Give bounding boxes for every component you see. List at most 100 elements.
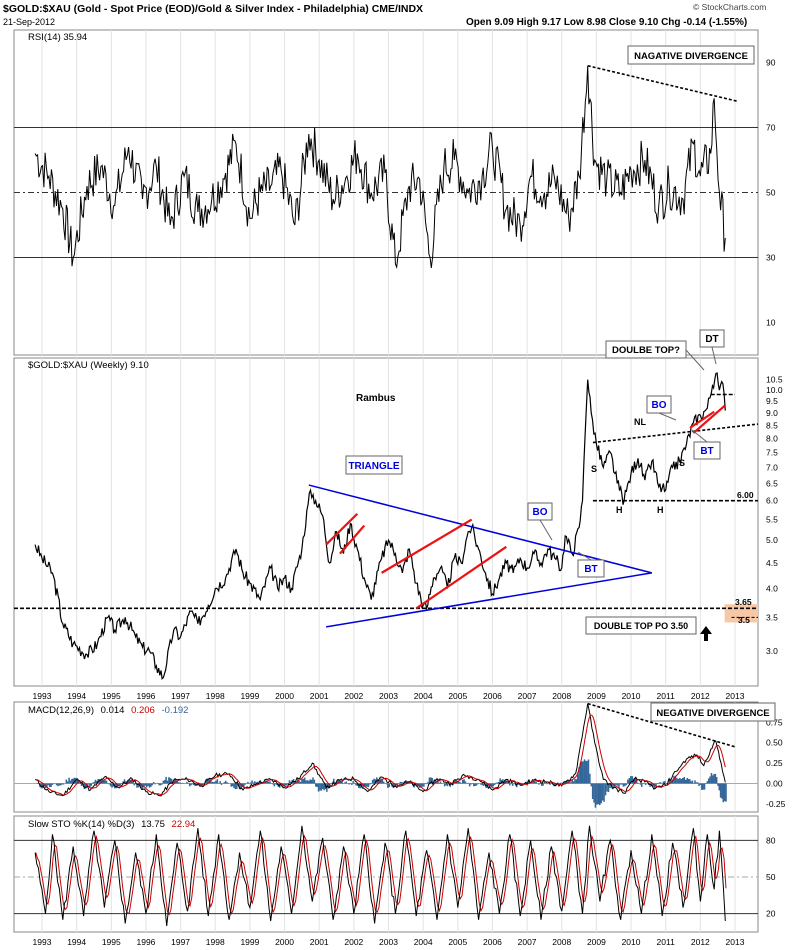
- sto-legend-k: 13.75: [141, 819, 165, 830]
- rsi-divergence-line: [587, 64, 739, 103]
- macd-histogram-bar: [359, 783, 361, 789]
- price-y-tick: 8.5: [766, 420, 778, 430]
- macd-histogram-bar: [625, 783, 628, 786]
- grid-layer: [41, 30, 736, 932]
- h1-label: H: [616, 505, 623, 515]
- sto-k-line: [34, 825, 726, 926]
- macd-histogram-bar: [154, 783, 156, 785]
- macd-histogram-bar: [510, 782, 512, 784]
- bo2-callout: BO: [646, 395, 672, 414]
- macd-histogram-bar: [127, 779, 130, 784]
- macd-histogram-bar: [143, 783, 145, 787]
- macd-histogram-bar: [341, 781, 343, 784]
- macd-histogram-bar: [90, 783, 93, 786]
- macd-divergence-callout: NEGATIVE DIVERGENCE: [650, 702, 776, 722]
- macd-histogram-bar: [212, 782, 214, 784]
- macd-histogram-bar: [224, 780, 227, 784]
- macd-histogram-bar: [609, 783, 611, 789]
- macd-histogram-bar: [377, 778, 379, 784]
- macd-histogram-bar: [353, 782, 356, 784]
- macd-histogram-bar: [679, 777, 681, 784]
- x-tick-label-bottom: 2006: [483, 937, 502, 947]
- macd-histogram-bar: [653, 783, 656, 789]
- macd-histogram-bar: [240, 783, 242, 790]
- macd-histogram-bar: [546, 783, 549, 785]
- callout-pointer: [577, 551, 592, 561]
- macd-histogram-bar: [352, 781, 354, 784]
- macd-histogram-bar: [402, 782, 404, 784]
- macd-histogram-bar: [612, 783, 614, 790]
- macd-histogram-bar: [582, 761, 584, 784]
- macd-histogram-bar: [47, 783, 50, 786]
- macd-histogram-bar: [244, 783, 246, 785]
- macd-histogram-bar: [539, 783, 542, 785]
- macd-histogram-bar: [713, 773, 715, 784]
- dt-callout: DT: [699, 329, 725, 348]
- macd-histogram-bar: [302, 778, 305, 784]
- macd-histogram-bar: [105, 780, 108, 784]
- svg-text:BT: BT: [584, 564, 597, 575]
- macd-histogram-bar: [482, 783, 485, 786]
- macd-histogram-bar: [594, 783, 597, 808]
- x-tick-label-bottom: 2009: [587, 937, 606, 947]
- macd-histogram-bar: [61, 783, 63, 785]
- x-tick-label: 1993: [33, 691, 52, 701]
- macd-histogram-bar: [710, 773, 713, 784]
- macd-histogram-bar: [439, 781, 442, 784]
- macd-histogram-bar: [315, 783, 317, 787]
- macd-histogram-bar: [615, 783, 617, 786]
- macd-histogram-bar: [205, 778, 208, 784]
- macd-histogram-bar: [326, 783, 328, 792]
- macd-histogram-bar: [409, 782, 411, 784]
- macd-histogram-bar: [123, 779, 126, 784]
- price-y-tick: 3.5: [766, 612, 778, 622]
- x-tick-label-bottom: 1998: [206, 937, 225, 947]
- macd-histogram-bar: [316, 783, 318, 788]
- macd-histogram-bar: [557, 782, 560, 784]
- macd-histogram-bar: [66, 781, 69, 784]
- macd-histogram-bar: [351, 783, 353, 785]
- macd-histogram-bar: [69, 780, 72, 784]
- x-tick-label-bottom: 2003: [379, 937, 398, 947]
- macd-histogram-bar: [263, 782, 266, 784]
- macd-histogram-bar: [695, 782, 698, 784]
- macd-histogram-bar: [137, 783, 140, 788]
- macd-histogram-bar: [288, 780, 291, 784]
- macd-histogram-bar: [416, 783, 418, 786]
- rsi-y-tick: 10: [766, 318, 776, 328]
- macd-histogram-bar: [621, 783, 623, 785]
- macd-histogram-bar: [362, 783, 364, 788]
- macd-histogram-bar: [312, 777, 314, 784]
- macd-histogram-bar: [360, 783, 363, 786]
- macd-histogram-bar: [474, 783, 476, 786]
- svg-text:BT: BT: [700, 446, 713, 457]
- macd-histogram-bar: [177, 782, 180, 784]
- series-layer: [34, 65, 727, 926]
- sto-legend-name: Slow STO %K(14) %D(3): [28, 819, 134, 830]
- macd-histogram-bar: [574, 778, 576, 784]
- macd-histogram-bar: [668, 777, 671, 784]
- macd-histogram-bar: [159, 783, 162, 786]
- rsi-divergence-callout: NAGATIVE DIVERGENCE: [627, 45, 755, 65]
- macd-histogram-bar: [540, 783, 543, 786]
- macd-histogram-bar: [385, 783, 388, 785]
- macd-histogram-bar: [233, 783, 235, 788]
- macd-histogram-bar: [169, 778, 172, 784]
- macd-histogram-bar: [186, 781, 188, 784]
- macd-histogram-bar: [703, 783, 706, 790]
- macd-histogram-bar: [499, 778, 501, 784]
- macd-histogram-bar: [366, 783, 368, 787]
- macd-histogram-bar: [388, 783, 390, 788]
- rsi-y-tick: 50: [766, 188, 776, 198]
- macd-histogram-bar: [513, 783, 515, 785]
- macd-histogram-bar: [80, 783, 83, 786]
- macd-histogram-bar: [604, 783, 607, 796]
- price-y-tick: 7.0: [766, 462, 778, 472]
- macd-histogram-bar: [87, 783, 90, 785]
- x-tick-label: 1996: [136, 691, 155, 701]
- price-y-tick: 10.0: [766, 385, 783, 395]
- triangle-lower-line: [326, 572, 652, 628]
- sto-d-line: [35, 834, 727, 916]
- macd-histogram-bar: [83, 783, 86, 790]
- price-y-tick: 4.5: [766, 558, 778, 568]
